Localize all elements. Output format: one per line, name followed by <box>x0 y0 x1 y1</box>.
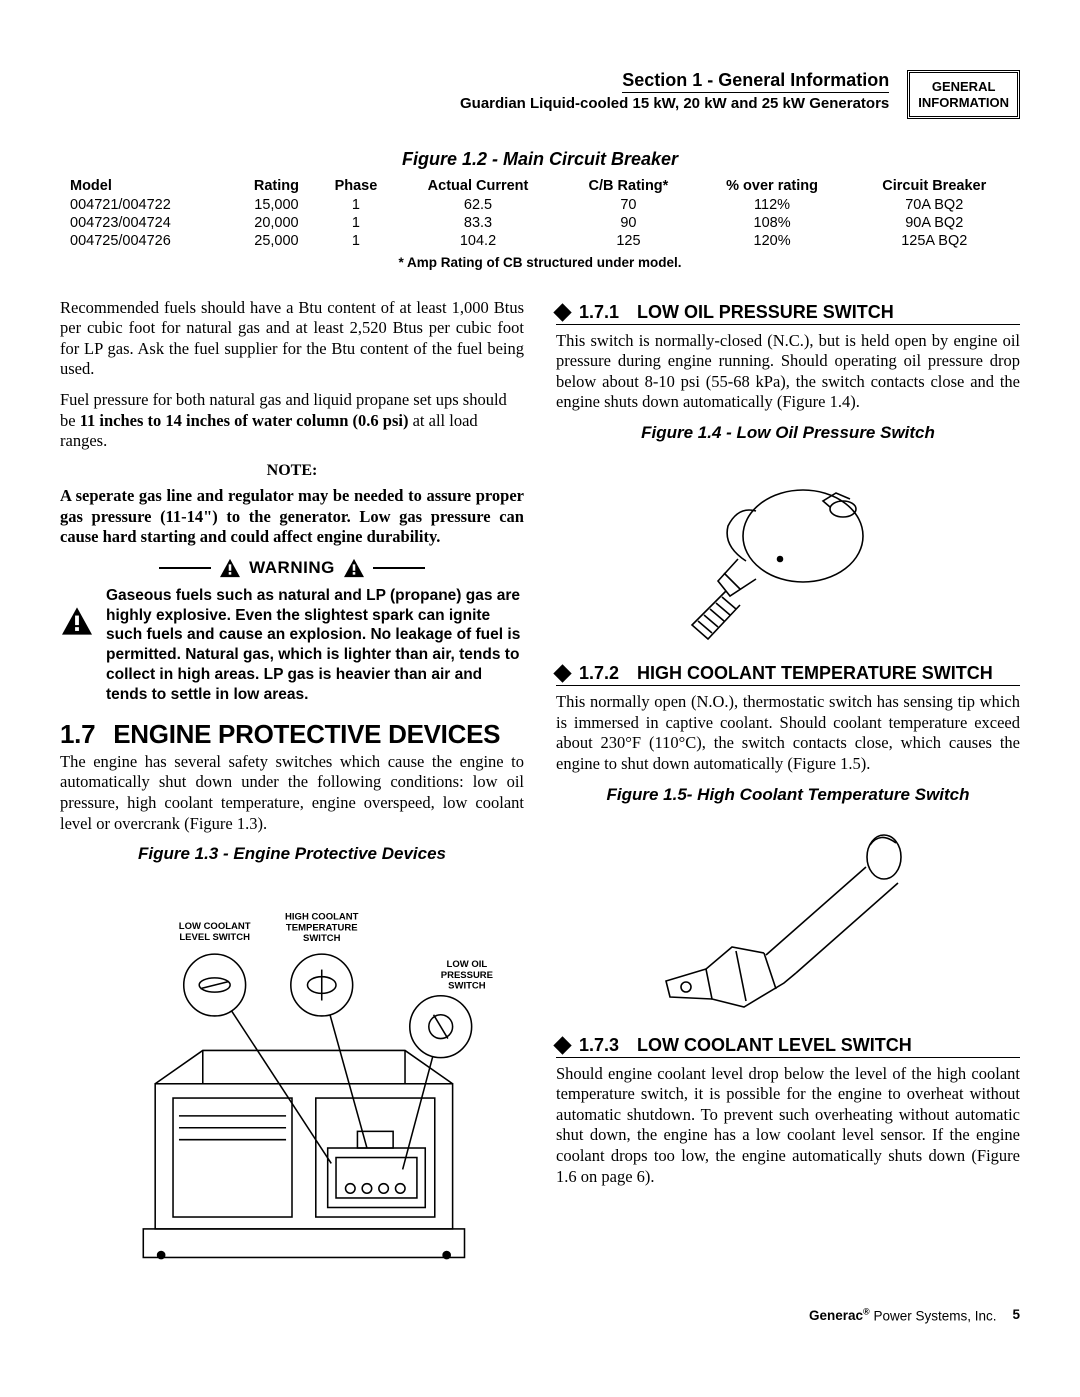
warning-block: Gaseous fuels such as natural and LP (pr… <box>60 586 524 705</box>
warning-icon <box>60 586 96 705</box>
fig13-label-low-coolant: LOW COOLANT <box>179 921 251 932</box>
table-header: Actual Current <box>395 176 561 196</box>
section-1-7-2-heading: 1.7.2 HIGH COOLANT TEMPERATURE SWITCH <box>556 663 1020 686</box>
section-1-7-1-heading: 1.7.1 LOW OIL PRESSURE SWITCH <box>556 302 1020 325</box>
figure-1-4 <box>556 451 1020 651</box>
fuel-pressure-paragraph: Fuel pressure for both natural gas and l… <box>60 390 524 452</box>
figure-1-3-caption: Figure 1.3 - Engine Protective Devices <box>60 844 524 864</box>
badge-line2: INFORMATION <box>918 95 1009 111</box>
table-footnote: * Amp Rating of CB structured under mode… <box>60 255 1020 270</box>
table-row: 004723/00472420,000183.390108%90A BQ2 <box>60 214 1020 232</box>
diamond-icon <box>553 303 571 321</box>
warning-triangle-icon <box>343 558 365 578</box>
section-title: Section 1 - General Information <box>622 70 889 93</box>
svg-text:SWITCH: SWITCH <box>303 933 341 944</box>
header-text: Section 1 - General Information Guardian… <box>60 70 907 112</box>
section-1-7-body: The engine has several safety switches w… <box>60 752 524 835</box>
table-row: 004725/00472625,0001104.2125120%125A BQ2 <box>60 232 1020 250</box>
fuel-btu-paragraph: Recommended fuels should have a Btu cont… <box>60 298 524 381</box>
table-header: Circuit Breaker <box>849 176 1021 196</box>
diamond-icon <box>553 664 571 682</box>
table-header: Phase <box>317 176 395 196</box>
page-header: Section 1 - General Information Guardian… <box>60 70 1020 119</box>
section-1-7-heading: 1.7ENGINE PROTECTIVE DEVICES <box>60 719 524 750</box>
figure-1-2-caption: Figure 1.2 - Main Circuit Breaker <box>60 149 1020 170</box>
page-number: 5 <box>1012 1307 1020 1324</box>
note-label: NOTE: <box>60 462 524 480</box>
page-footer: Generac® Power Systems, Inc. 5 <box>60 1307 1020 1324</box>
note-body: A seperate gas line and regulator may be… <box>60 486 524 548</box>
fig13-label-low-oil: LOW OIL <box>447 959 488 970</box>
svg-text:LEVEL SWITCH: LEVEL SWITCH <box>179 932 250 943</box>
svg-text:TEMPERATURE: TEMPERATURE <box>286 923 358 934</box>
section-1-7-2-body: This normally open (N.O.), thermostatic … <box>556 692 1020 775</box>
figure-1-5 <box>556 813 1020 1023</box>
engine-protective-devices-diagram: LOW COOLANT LEVEL SWITCH HIGH COOLANT TE… <box>60 872 524 1277</box>
warning-text: Gaseous fuels such as natural and LP (pr… <box>106 586 524 705</box>
table-header: Model <box>60 176 236 196</box>
section-subtitle: Guardian Liquid-cooled 15 kW, 20 kW and … <box>60 95 889 112</box>
footer-brand: Generac® Power Systems, Inc. <box>809 1307 996 1324</box>
section-1-7-1-body: This switch is normally-closed (N.C.), b… <box>556 331 1020 414</box>
figure-1-3: LOW COOLANT LEVEL SWITCH HIGH COOLANT TE… <box>60 872 524 1277</box>
left-column: Recommended fuels should have a Btu cont… <box>60 298 524 1289</box>
section-1-7-3-heading: 1.7.3 LOW COOLANT LEVEL SWITCH <box>556 1035 1020 1058</box>
low-oil-pressure-switch-diagram <box>668 451 908 651</box>
table-row: 004721/00472215,000162.570112%70A BQ2 <box>60 196 1020 214</box>
table-header: C/B Rating* <box>561 176 695 196</box>
svg-text:PRESSURE: PRESSURE <box>441 970 493 981</box>
high-coolant-temperature-switch-diagram <box>646 813 931 1023</box>
section-badge: GENERAL INFORMATION <box>907 70 1020 119</box>
section-1-7-3-body: Should engine coolant level drop below t… <box>556 1064 1020 1188</box>
content-columns: Recommended fuels should have a Btu cont… <box>60 298 1020 1289</box>
circuit-breaker-table: ModelRatingPhaseActual CurrentC/B Rating… <box>60 176 1020 250</box>
svg-text:SWITCH: SWITCH <box>448 981 486 992</box>
right-column: 1.7.1 LOW OIL PRESSURE SWITCH This switc… <box>556 298 1020 1289</box>
badge-line1: GENERAL <box>918 79 1009 95</box>
figure-1-5-caption: Figure 1.5- High Coolant Temperature Swi… <box>556 785 1020 805</box>
warning-triangle-icon <box>219 558 241 578</box>
warning-bar: WARNING <box>60 558 524 578</box>
figure-1-4-caption: Figure 1.4 - Low Oil Pressure Switch <box>556 423 1020 443</box>
diamond-icon <box>553 1036 571 1054</box>
fig13-label-high-coolant: HIGH COOLANT <box>285 912 359 923</box>
table-header: % over rating <box>696 176 849 196</box>
table-header: Rating <box>236 176 317 196</box>
warning-label: WARNING <box>249 558 335 578</box>
